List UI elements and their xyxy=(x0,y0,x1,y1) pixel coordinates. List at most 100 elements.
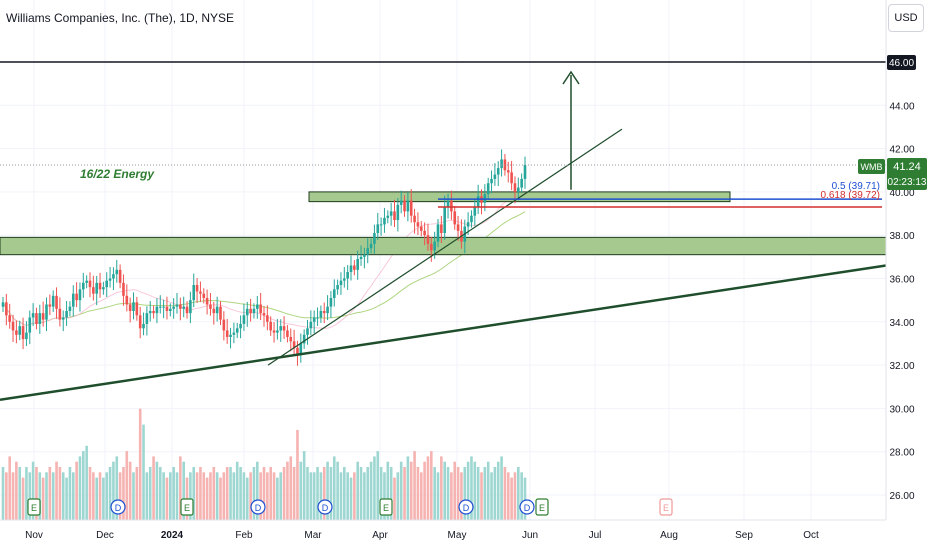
volume-bar xyxy=(272,472,276,520)
volume-bar xyxy=(256,461,259,520)
volume-bar xyxy=(359,467,363,520)
candle-body xyxy=(158,306,162,308)
volume-bar xyxy=(262,467,266,520)
candle-body xyxy=(296,347,299,355)
trend-drawings[interactable] xyxy=(0,61,887,401)
volume-bar xyxy=(142,424,145,520)
candle-body xyxy=(155,306,159,314)
event-marker-label: E xyxy=(184,503,190,513)
event-marker[interactable]: E xyxy=(659,498,673,516)
event-marker-label: E xyxy=(539,503,545,513)
candle-body xyxy=(1,302,5,307)
volume-bar xyxy=(306,467,309,520)
volume-bar xyxy=(195,472,199,520)
volume-bar xyxy=(135,467,139,520)
event-marker[interactable]: D xyxy=(110,499,126,515)
candle-body xyxy=(215,306,219,314)
candle-body xyxy=(15,330,18,335)
candle-body xyxy=(523,165,527,179)
candle-body xyxy=(379,224,383,226)
volume-bar xyxy=(105,472,109,520)
currency-button[interactable]: USD xyxy=(888,4,924,32)
volume-bar xyxy=(252,467,256,520)
candle-body xyxy=(112,274,115,279)
volume-bar xyxy=(413,451,416,520)
volume-bar xyxy=(179,456,182,520)
event-marker[interactable]: E xyxy=(379,498,393,516)
volume-bar xyxy=(239,467,242,520)
volume-bar xyxy=(68,467,72,520)
volume-bar xyxy=(235,461,239,520)
volume-bar xyxy=(215,472,219,520)
candle-body xyxy=(48,304,52,307)
time-axis[interactable]: Nov Dec 2024 Feb Mar Apr May Jun Jul Aug Sep Oct xyxy=(0,519,886,541)
candle-body xyxy=(95,282,98,294)
x-tick-label: Jul xyxy=(589,530,602,541)
candle-body xyxy=(282,326,286,331)
volume-bar xyxy=(162,472,165,520)
candle-body xyxy=(413,215,416,223)
candle-body xyxy=(289,336,293,342)
volume-bar xyxy=(65,477,68,520)
volume-bar xyxy=(165,477,169,520)
event-marker[interactable]: E xyxy=(535,498,549,516)
volume-bar xyxy=(259,472,262,520)
candle-body xyxy=(142,323,145,329)
volume-bar xyxy=(517,467,520,520)
volume-bar xyxy=(225,467,229,520)
event-marker-label: E xyxy=(663,503,669,513)
candle-body xyxy=(506,170,510,173)
event-marker[interactable]: D xyxy=(317,499,333,515)
event-marker[interactable]: D xyxy=(458,499,474,515)
event-markers[interactable]: E D E D D E D ED E xyxy=(27,498,673,516)
volume-bar xyxy=(513,472,517,520)
support-resistance-zones[interactable] xyxy=(0,191,887,256)
candle-body xyxy=(383,217,386,225)
candle-body xyxy=(229,334,232,337)
event-marker[interactable]: D xyxy=(250,499,266,515)
candle-body xyxy=(262,313,266,316)
candle-body xyxy=(356,259,359,270)
earnings-marker-shape xyxy=(180,498,194,516)
candle-body xyxy=(25,332,28,340)
volume-bar xyxy=(406,456,410,520)
price-axis[interactable]: 26.00 28.00 30.00 32.00 34.00 36.00 38.00 40.00… xyxy=(885,0,915,520)
volume-bar xyxy=(383,472,386,520)
candle-body xyxy=(18,326,22,335)
candle-body xyxy=(446,200,450,208)
volume-bar xyxy=(11,472,15,520)
volume-bar xyxy=(189,472,192,520)
candle-body xyxy=(65,310,68,318)
candle-body xyxy=(366,248,370,255)
candle-body xyxy=(386,215,390,218)
candle-body xyxy=(239,323,242,329)
candle-body xyxy=(175,304,179,307)
volume-bar xyxy=(202,472,206,520)
candle-body xyxy=(61,317,65,320)
volume-bar xyxy=(242,472,246,520)
volume-bar xyxy=(416,467,420,520)
volume-bar xyxy=(440,456,443,520)
candle-body xyxy=(269,321,272,331)
event-marker[interactable]: D xyxy=(519,499,535,515)
volume-bar xyxy=(369,461,373,520)
event-marker[interactable]: E xyxy=(27,498,41,516)
volume-bar xyxy=(222,472,226,520)
event-marker[interactable]: E xyxy=(180,498,194,516)
dividend-marker-shape xyxy=(458,499,474,515)
dividend-marker-shape xyxy=(519,499,535,515)
event-marker-label: D xyxy=(115,503,122,513)
candle-body xyxy=(209,304,212,309)
candle-body xyxy=(476,196,480,208)
volume-bar xyxy=(436,472,440,520)
volume-bar xyxy=(51,472,55,520)
x-tick-label: 2024 xyxy=(161,530,184,541)
volume-bar xyxy=(245,477,249,520)
candle-body xyxy=(440,224,443,234)
event-marker-label: D xyxy=(322,503,329,513)
volume-bar xyxy=(175,472,179,520)
volume-bar xyxy=(169,472,172,520)
candle-body xyxy=(182,306,185,309)
candle-body xyxy=(51,295,55,307)
